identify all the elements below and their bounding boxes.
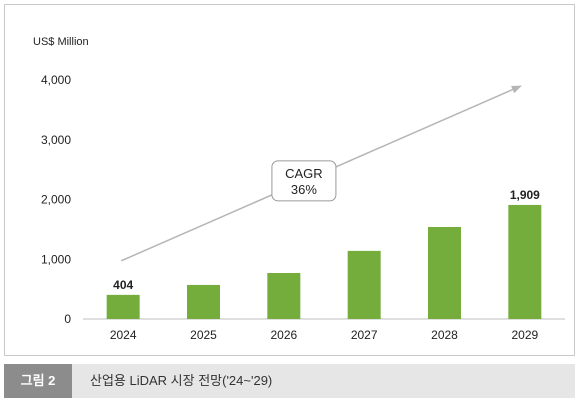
bar-2027 bbox=[347, 250, 381, 319]
cagr-annotation: CAGR 36% bbox=[120, 85, 522, 262]
figure-number-label: 그림 2 bbox=[4, 364, 72, 398]
chart-frame: US$ Million 0 1,000 2,000 3,000 4,000 2024 202… bbox=[4, 4, 575, 356]
bar-2029 bbox=[508, 204, 542, 319]
bar-2025 bbox=[187, 284, 220, 319]
figure-caption-text: 산업용 LiDAR 시장 전망('24~'29) bbox=[90, 373, 273, 388]
data-labels-group: 404 1,909 bbox=[113, 188, 540, 292]
x-tick-label: 2024 bbox=[110, 328, 137, 342]
bar-chart: US$ Million 0 1,000 2,000 3,000 4,000 2024 202… bbox=[33, 36, 565, 342]
bar-2026 bbox=[267, 272, 301, 319]
y-tick-label: 4,000 bbox=[41, 73, 71, 87]
x-tick-label: 2027 bbox=[351, 328, 378, 342]
x-tick-label: 2029 bbox=[511, 328, 538, 342]
y-tick-label: 1,000 bbox=[41, 252, 71, 266]
axis-group: 0 1,000 2,000 3,000 4,000 2024 2025 2026 2027 202… bbox=[41, 73, 565, 342]
cagr-label: CAGR bbox=[285, 166, 323, 181]
y-axis-unit-label: US$ Million bbox=[33, 36, 89, 48]
x-tick-label: 2025 bbox=[190, 328, 217, 342]
y-tick-label: 0 bbox=[64, 312, 71, 326]
cagr-value: 36% bbox=[291, 182, 317, 197]
x-tick-label: 2026 bbox=[270, 328, 297, 342]
figure-caption-bar: 그림 2 산업용 LiDAR 시장 전망('24~'29) bbox=[4, 364, 575, 398]
cagr-callout-box bbox=[271, 160, 337, 202]
bar-2024 bbox=[106, 294, 140, 319]
x-tick-label: 2028 bbox=[431, 328, 458, 342]
y-tick-label: 3,000 bbox=[41, 133, 71, 147]
data-label-2029: 1,909 bbox=[510, 188, 540, 202]
bar-2028 bbox=[428, 226, 461, 319]
y-tick-label: 2,000 bbox=[41, 193, 71, 207]
bars-group bbox=[106, 204, 542, 319]
data-label-2024: 404 bbox=[113, 278, 133, 292]
